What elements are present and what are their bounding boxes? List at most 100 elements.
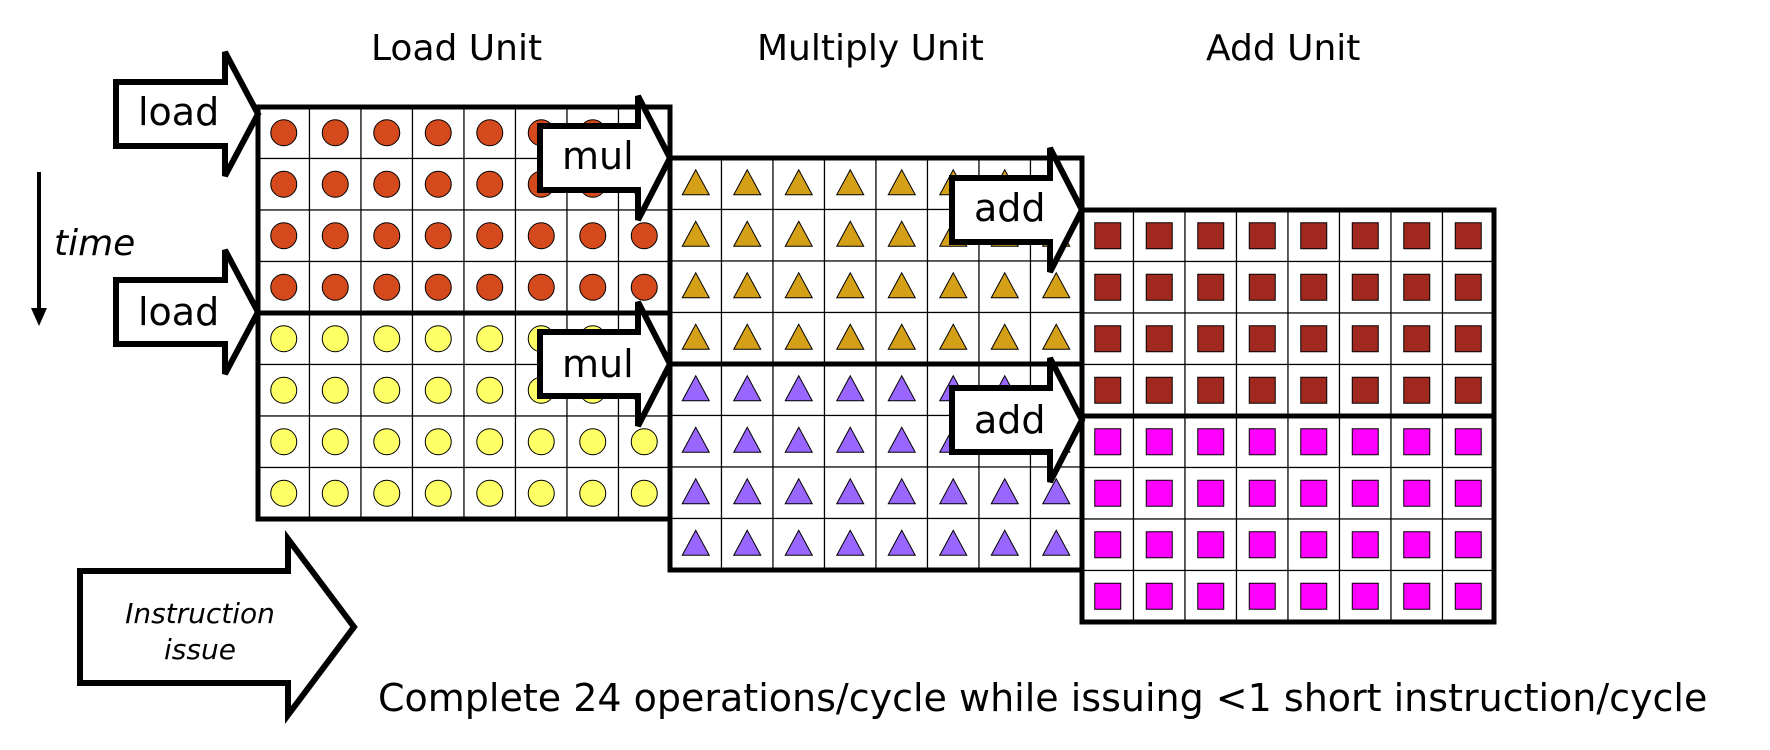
multiply-unit-title: Multiply Unit bbox=[757, 28, 984, 69]
operation-square bbox=[1403, 531, 1431, 559]
operation-circle bbox=[373, 325, 401, 353]
operation-circle bbox=[579, 222, 607, 250]
arrows-layer bbox=[77, 50, 1086, 724]
operation-square bbox=[1351, 222, 1379, 250]
operation-triangle bbox=[835, 323, 865, 350]
time-arrow bbox=[31, 172, 47, 326]
operation-square bbox=[1300, 273, 1328, 301]
instruction-issue-label: Instruction issue bbox=[125, 597, 275, 666]
operation-circle bbox=[476, 376, 504, 404]
operation-triangle bbox=[835, 271, 865, 299]
load-unit-title: Load Unit bbox=[371, 28, 543, 69]
add-arrow-2-label: add bbox=[974, 398, 1046, 442]
operation-triangle bbox=[835, 477, 865, 505]
operation-circle bbox=[373, 170, 401, 198]
operation-square bbox=[1403, 376, 1431, 404]
operation-square bbox=[1145, 376, 1173, 404]
operation-triangle bbox=[887, 168, 917, 196]
operation-triangle bbox=[784, 271, 814, 299]
operation-triangle bbox=[887, 426, 917, 453]
operation-square bbox=[1094, 222, 1122, 250]
operation-circle bbox=[476, 222, 504, 250]
operation-circle bbox=[373, 376, 401, 404]
add-arrow-1 bbox=[949, 146, 1086, 274]
operation-triangle bbox=[681, 477, 711, 505]
operation-triangle bbox=[835, 426, 865, 453]
operation-square bbox=[1403, 222, 1431, 250]
operation-triangle bbox=[990, 477, 1020, 505]
operation-triangle bbox=[887, 271, 917, 299]
operation-circle bbox=[476, 273, 504, 301]
load-arrow-2-label: load bbox=[138, 290, 220, 334]
operation-square bbox=[1454, 273, 1482, 301]
operation-triangle bbox=[784, 323, 814, 350]
operation-triangle bbox=[732, 426, 762, 453]
operation-triangle bbox=[990, 323, 1020, 350]
operation-square bbox=[1145, 273, 1173, 301]
operation-square bbox=[1094, 582, 1122, 610]
operation-circle bbox=[270, 222, 298, 250]
operation-square bbox=[1403, 582, 1431, 610]
operation-square bbox=[1454, 222, 1482, 250]
operation-triangle bbox=[681, 426, 711, 453]
operation-square bbox=[1351, 273, 1379, 301]
operation-circle bbox=[424, 376, 452, 404]
operation-circle bbox=[579, 479, 607, 507]
operation-square bbox=[1300, 428, 1328, 456]
operation-triangle bbox=[732, 323, 762, 350]
operation-triangle bbox=[938, 271, 968, 299]
operation-circle bbox=[630, 222, 658, 250]
operation-square bbox=[1248, 582, 1276, 610]
operation-triangle bbox=[938, 323, 968, 350]
operation-square bbox=[1145, 428, 1173, 456]
operation-circle bbox=[424, 325, 452, 353]
operation-square bbox=[1145, 325, 1173, 353]
blocks-layer bbox=[255, 104, 1497, 625]
operation-square bbox=[1403, 273, 1431, 301]
operation-square bbox=[1094, 428, 1122, 456]
operation-square bbox=[1197, 376, 1225, 404]
operation-triangle bbox=[835, 220, 865, 247]
operation-square bbox=[1351, 479, 1379, 507]
operation-triangle bbox=[681, 374, 711, 402]
operation-triangle bbox=[732, 529, 762, 556]
operation-triangle bbox=[1041, 529, 1071, 556]
operation-square bbox=[1454, 582, 1482, 610]
operation-circle bbox=[321, 376, 349, 404]
operation-square bbox=[1145, 222, 1173, 250]
operation-triangle bbox=[784, 168, 814, 196]
add-arrow-1-label: add bbox=[974, 186, 1046, 230]
operation-square bbox=[1403, 325, 1431, 353]
operation-triangle bbox=[784, 529, 814, 556]
operation-circle bbox=[321, 325, 349, 353]
time-label: time bbox=[54, 223, 136, 264]
operation-square bbox=[1197, 479, 1225, 507]
operation-circle bbox=[373, 222, 401, 250]
operation-square bbox=[1351, 325, 1379, 353]
operation-circle bbox=[579, 273, 607, 301]
operation-square bbox=[1197, 273, 1225, 301]
operation-square bbox=[1454, 376, 1482, 404]
operation-circle bbox=[373, 428, 401, 456]
operation-square bbox=[1300, 325, 1328, 353]
operation-square bbox=[1197, 325, 1225, 353]
operation-square bbox=[1403, 479, 1431, 507]
operation-circle bbox=[630, 428, 658, 456]
operation-triangle bbox=[732, 220, 762, 247]
operation-circle bbox=[321, 428, 349, 456]
operation-triangle bbox=[887, 529, 917, 556]
operation-triangle bbox=[938, 477, 968, 505]
load-arrow-1-label: load bbox=[138, 90, 220, 134]
operation-circle bbox=[630, 479, 658, 507]
operation-square bbox=[1197, 428, 1225, 456]
operation-circle bbox=[424, 170, 452, 198]
operation-triangle bbox=[784, 374, 814, 402]
operation-triangle bbox=[887, 374, 917, 402]
operation-circle bbox=[424, 222, 452, 250]
operation-square bbox=[1454, 428, 1482, 456]
operation-circle bbox=[373, 479, 401, 507]
operation-square bbox=[1403, 428, 1431, 456]
operation-square bbox=[1248, 428, 1276, 456]
operation-triangle bbox=[732, 271, 762, 299]
